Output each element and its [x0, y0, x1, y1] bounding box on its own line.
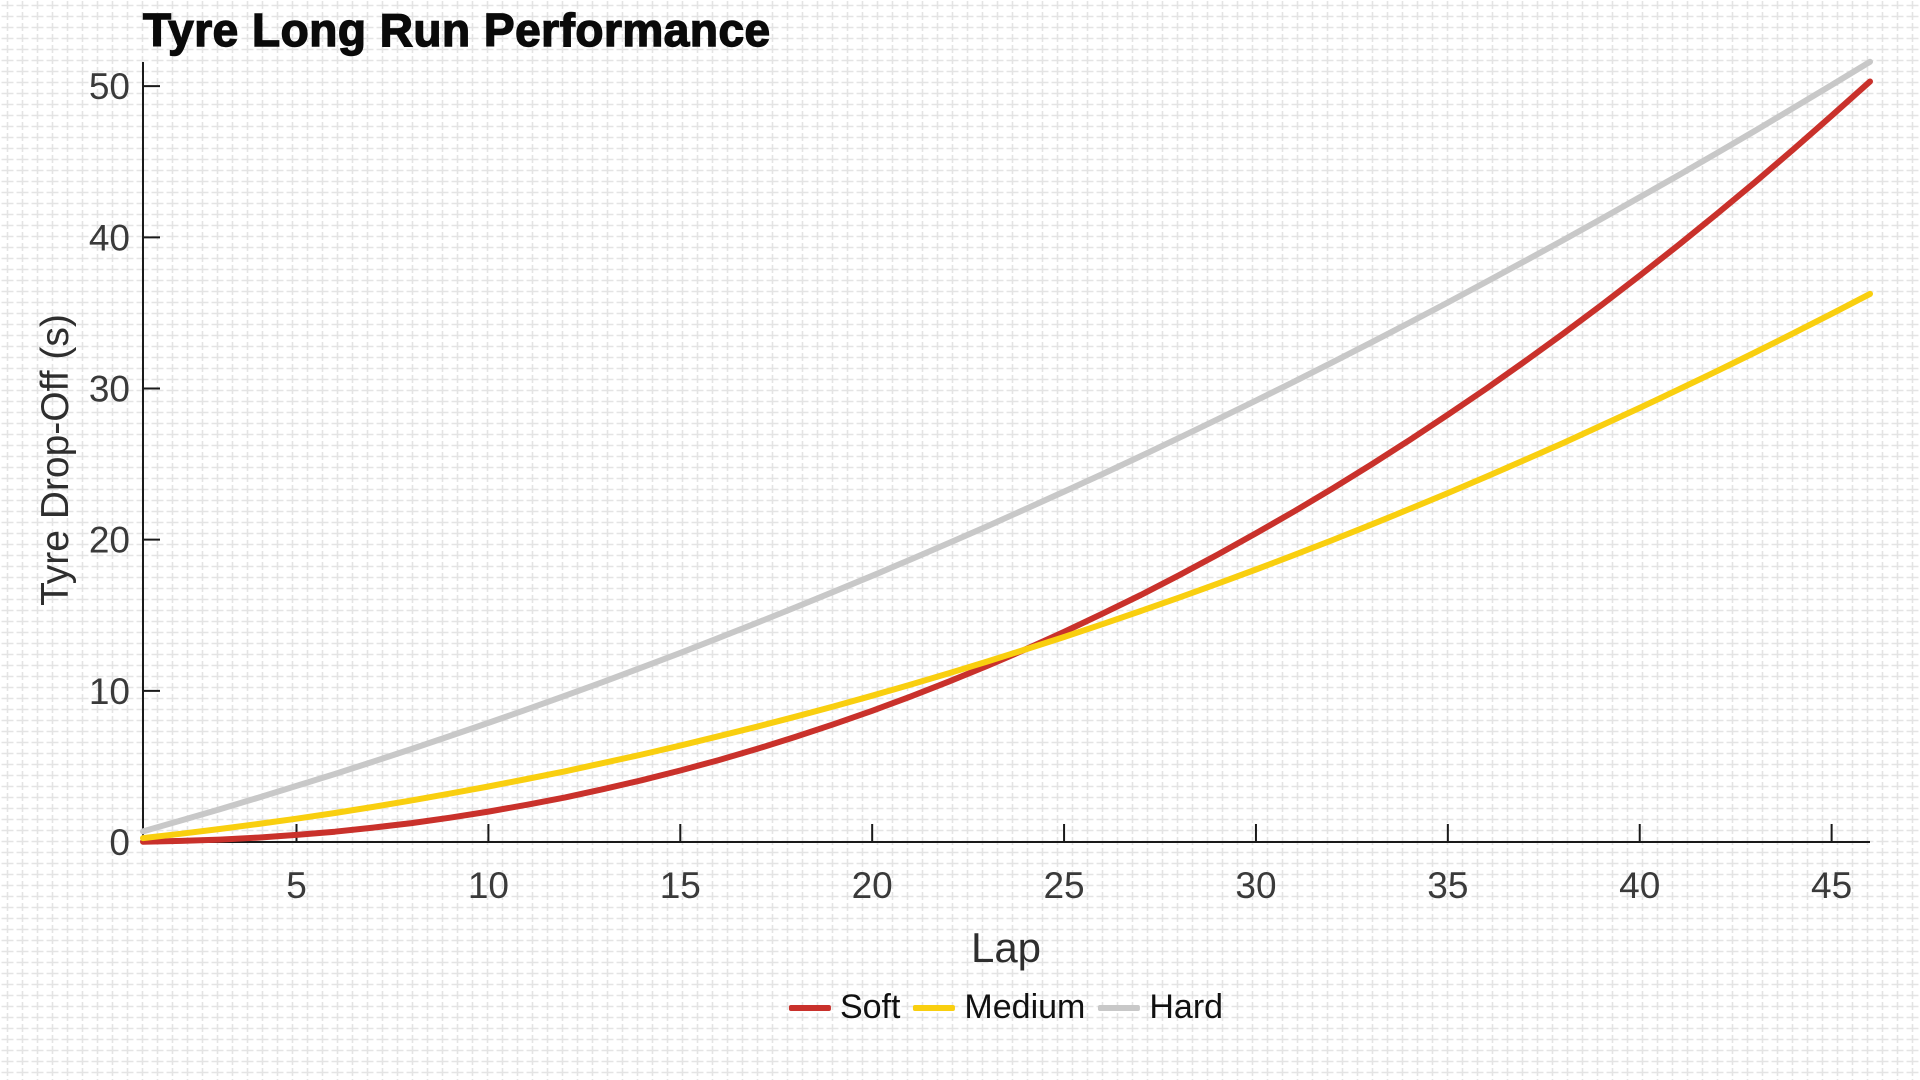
soft-line-swatch	[788, 1004, 831, 1011]
x-tick-label: 45	[1811, 865, 1852, 906]
legend-item-soft: Soft	[788, 988, 901, 1027]
y-axis: 0 10 20 30 40 50	[89, 62, 160, 863]
medium-line-swatch	[913, 1004, 956, 1011]
y-tick-label: 20	[89, 520, 130, 561]
legend-label-hard: Hard	[1149, 988, 1224, 1026]
x-tick-label: 5	[286, 865, 307, 906]
legend-label-soft: Soft	[839, 988, 901, 1026]
x-tick-label: 40	[1619, 865, 1660, 906]
y-axis-title: Tyre Drop-Off (s)	[34, 314, 77, 606]
x-tick-label: 30	[1235, 865, 1276, 906]
x-tick-label: 15	[660, 865, 701, 906]
x-tick-label: 10	[468, 865, 509, 906]
chart-legend: Soft Medium Hard	[788, 988, 1223, 1027]
y-tick-label: 30	[89, 369, 130, 410]
x-tick-label: 25	[1043, 865, 1084, 906]
x-tick-label: 20	[852, 865, 893, 906]
y-tick-label: 40	[89, 217, 130, 258]
legend-label-medium: Medium	[964, 988, 1086, 1026]
y-tick-label: 10	[89, 671, 130, 712]
x-axis-title: Lap	[970, 924, 1042, 971]
x-axis: 5 10 15 20 25 30 35 40 45	[143, 824, 1870, 906]
y-tick-label: 50	[89, 66, 130, 107]
soft-line	[140, 78, 1873, 845]
legend-item-hard: Hard	[1098, 988, 1223, 1027]
medium-line	[140, 290, 1873, 842]
x-tick-label: 35	[1427, 865, 1468, 906]
y-tick-label: 0	[109, 822, 130, 863]
chart-title: Tyre Long Run Performance	[142, 3, 771, 56]
hard-line-swatch	[1098, 1004, 1141, 1011]
hard-line	[140, 58, 1873, 835]
legend-item-medium: Medium	[913, 988, 1085, 1027]
